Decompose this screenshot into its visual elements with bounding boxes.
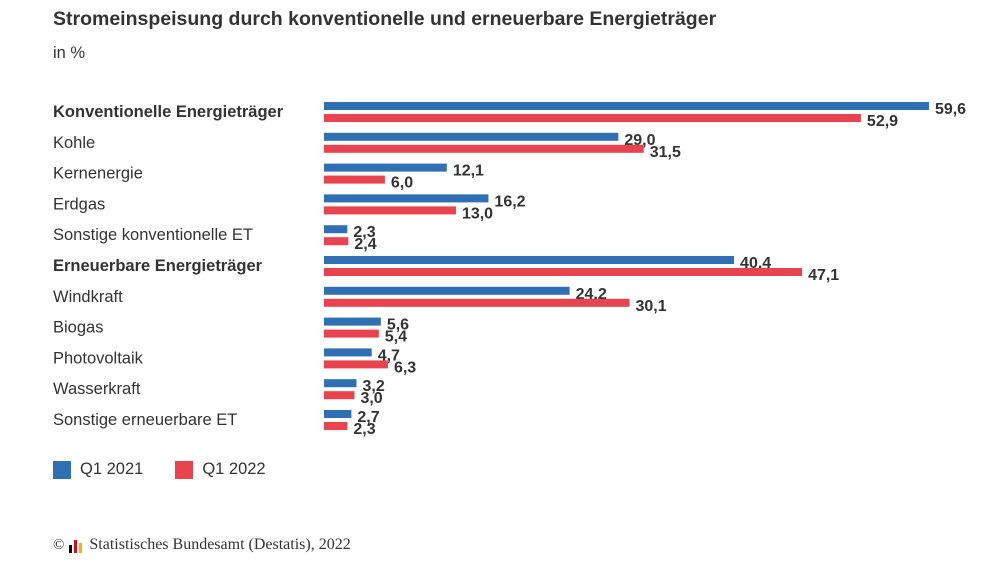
bar-q1-2022-windkraft xyxy=(324,298,630,307)
chart-title: Stromeinspeisung durch konventionelle un… xyxy=(53,8,717,30)
data-label-q1-2021-sonstige-erneuerbare-et: 2,7 xyxy=(357,409,379,426)
legend: Q1 2021 Q1 2022 xyxy=(53,460,298,479)
data-label-q1-2021-kohle: 29,0 xyxy=(624,132,655,149)
data-label-q1-2021-biogas: 5,6 xyxy=(387,317,409,334)
data-label-q1-2022-sonstige-konventionelle-et: 2,4 xyxy=(354,236,376,253)
bar-q1-2022-kohle xyxy=(324,144,644,153)
bar-q1-2021-windkraft xyxy=(324,286,570,295)
bar-q1-2022-photovoltaik xyxy=(324,360,388,369)
category-label-sonstige-erneuerbare-et: Sonstige erneuerbare ET xyxy=(53,411,237,429)
category-label-wasserkraft: Wasserkraft xyxy=(53,380,141,398)
legend-item-q1-2022: Q1 2022 xyxy=(175,460,266,479)
bar-q1-2022-konventionelle-energietr-ger xyxy=(324,114,861,122)
data-label-q1-2022-kohle: 31,5 xyxy=(650,144,681,161)
data-label-q1-2022-biogas: 5,4 xyxy=(385,329,407,346)
legend-swatch-q1-2021 xyxy=(53,460,71,479)
copyright-symbol: © xyxy=(53,536,65,553)
category-label-biogas: Biogas xyxy=(53,319,103,337)
bar-q1-2022-sonstige-erneuerbare-et xyxy=(324,422,348,430)
data-label-q1-2021-kernenergie: 12,1 xyxy=(453,163,484,180)
data-label-q1-2021-photovoltaik: 4,7 xyxy=(378,347,400,364)
data-label-q1-2022-konventionelle-energietr-ger: 52,9 xyxy=(867,113,898,130)
chart-subtitle: in % xyxy=(53,44,86,62)
bar-q1-2022-biogas xyxy=(324,329,379,338)
bar-q1-2022-sonstige-konventionelle-et xyxy=(324,237,349,246)
data-label-q1-2021-erdgas: 16,2 xyxy=(494,193,525,210)
data-label-q1-2022-erneuerbare-energietr-ger: 47,1 xyxy=(808,267,839,284)
legend-label-q1-2022: Q1 2022 xyxy=(202,460,266,478)
data-label-q1-2021-windkraft: 24,2 xyxy=(576,286,607,303)
data-label-q1-2022-windkraft: 30,1 xyxy=(636,298,667,315)
bar-q1-2022-erneuerbare-energietr-ger xyxy=(324,268,803,276)
category-label-konventionelle-energietr-ger: Konventionelle Energieträger xyxy=(53,103,284,121)
category-label-erneuerbare-energietr-ger: Erneuerbare Energieträger xyxy=(53,257,263,275)
category-label-windkraft: Windkraft xyxy=(53,288,123,306)
bar-chart: Konventionelle Energieträger 59,6 52,9 Kohl… xyxy=(53,101,966,438)
data-label-q1-2022-wasserkraft: 3,0 xyxy=(360,390,382,407)
source-text: Statistisches Bundesamt (Destatis), 2022 xyxy=(89,536,351,553)
data-label-q1-2021-wasserkraft: 3,2 xyxy=(362,378,384,395)
source-note: © Statistisches Bundesamt (Destatis), 20… xyxy=(53,536,351,554)
legend-item-q1-2021: Q1 2021 xyxy=(53,460,143,479)
legend-swatch-q1-2022 xyxy=(175,460,194,479)
category-label-erdgas: Erdgas xyxy=(53,195,105,213)
data-label-q1-2022-photovoltaik: 6,3 xyxy=(394,359,416,376)
bar-q1-2021-photovoltaik xyxy=(324,348,372,357)
bar-q1-2022-erdgas xyxy=(324,206,456,215)
data-label-q1-2022-sonstige-erneuerbare-et: 2,3 xyxy=(353,421,375,438)
category-label-photovoltaik: Photovoltaik xyxy=(53,349,144,367)
bar-q1-2021-kernenergie xyxy=(324,163,447,172)
bar-q1-2021-sonstige-erneuerbare-et xyxy=(324,410,352,418)
category-label-sonstige-konventionelle-et: Sonstige konventionelle ET xyxy=(53,226,253,244)
category-label-kohle: Kohle xyxy=(53,134,95,152)
data-label-q1-2021-erneuerbare-energietr-ger: 40,4 xyxy=(740,255,771,272)
bar-q1-2022-wasserkraft xyxy=(324,391,355,400)
bar-q1-2021-biogas xyxy=(324,317,381,326)
bar-q1-2022-kernenergie xyxy=(324,175,385,184)
data-label-q1-2021-sonstige-konventionelle-et: 2,3 xyxy=(353,224,375,241)
bar-q1-2021-wasserkraft xyxy=(324,379,357,388)
bar-q1-2021-sonstige-konventionelle-et xyxy=(324,225,348,234)
category-label-kernenergie: Kernenergie xyxy=(53,165,143,183)
data-label-q1-2021-konventionelle-energietr-ger: 59,6 xyxy=(935,101,966,118)
destatis-logo-icon xyxy=(68,538,84,553)
bar-q1-2021-kohle xyxy=(324,132,619,141)
bar-q1-2021-erdgas xyxy=(324,194,489,203)
legend-label-q1-2021: Q1 2021 xyxy=(80,460,144,478)
data-label-q1-2022-kernenergie: 6,0 xyxy=(391,175,413,192)
data-label-q1-2022-erdgas: 13,0 xyxy=(462,205,493,222)
bar-q1-2021-konventionelle-energietr-ger xyxy=(324,102,929,110)
bar-q1-2021-erneuerbare-energietr-ger xyxy=(324,256,735,264)
